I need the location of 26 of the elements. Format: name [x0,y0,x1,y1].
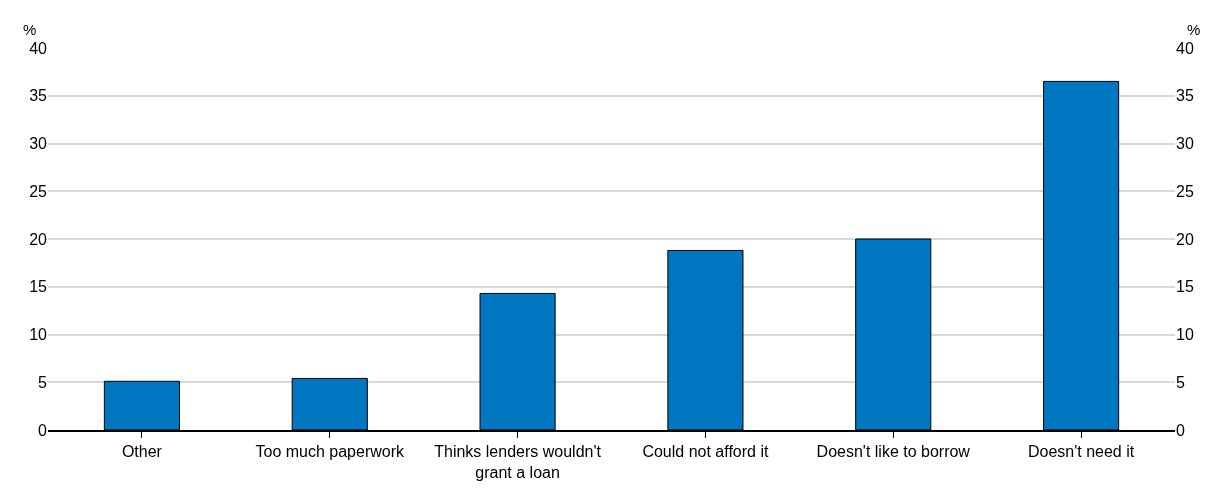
y-tick-label: 5 [38,373,48,391]
y2-axis-title: % [1187,21,1201,38]
y2-tick-label: 25 [1176,182,1194,200]
y2-tick-label: 30 [1176,135,1194,153]
y2-tick-label: 5 [1176,373,1185,391]
x-tick-label: Thinks lenders wouldn't grant a loan [434,443,602,481]
y-tick-label: 20 [29,230,48,248]
y2-tick-label: 20 [1176,230,1194,248]
y-tick-label: 40 [29,39,48,57]
x-tick-label: Doesn't need it [1027,443,1135,461]
y2-tick-label: 35 [1176,87,1194,105]
x-tick-label: Doesn't like to borrow [816,443,971,461]
y2-tick-label: 10 [1176,326,1194,344]
y-axis-title: % [23,21,37,38]
y-tick-label: 0 [38,421,48,439]
x-tick-label: Other [121,443,163,461]
y2-tick-label: 40 [1176,39,1194,57]
y2-tick-label: 0 [1176,421,1185,439]
y-tick-label: 35 [29,87,48,105]
y-tick-label: 30 [29,135,48,153]
y-tick-label: 10 [29,326,48,344]
x-tick-label: Could not afford it [642,443,769,461]
y-tick-label: 25 [29,182,48,200]
y2-tick-label: 15 [1176,278,1194,296]
y-tick-label: 15 [29,278,48,296]
x-tick-label: Too much paperwork [255,443,406,461]
